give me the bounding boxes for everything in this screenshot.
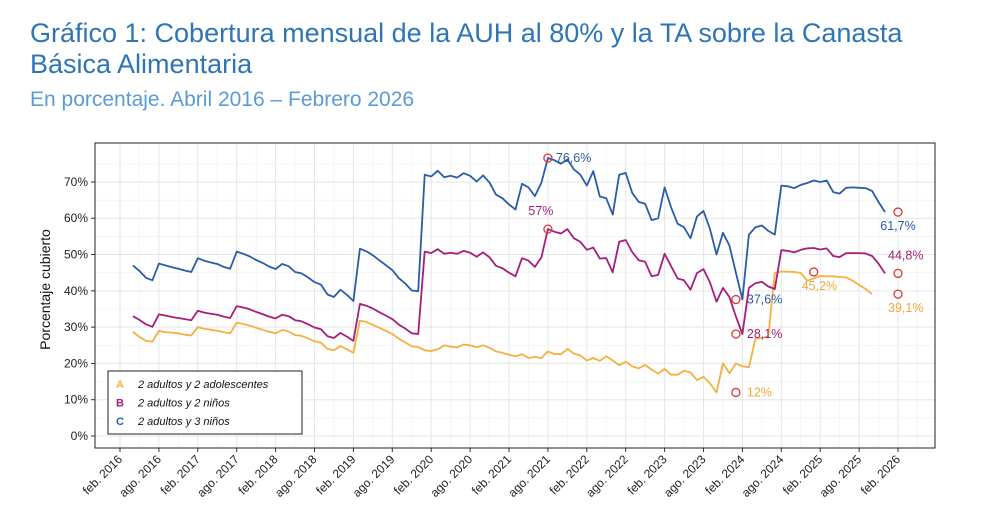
y-axis-label: Porcentaje cubierto	[37, 229, 53, 350]
annotation-marker	[893, 289, 903, 299]
annotation-marker	[731, 329, 741, 339]
y-tick-label: 60%	[64, 211, 88, 225]
series-line-A	[132, 270, 873, 394]
x-tick-label: ago. 2024	[739, 452, 787, 500]
y-tick-label: 0%	[71, 429, 89, 443]
legend-box	[107, 370, 303, 435]
annotation-marker	[543, 153, 553, 163]
plot-border	[94, 142, 936, 449]
legend-key-A: A	[116, 379, 124, 391]
annotations: 76,6% 57% 37,6% 28,1% 12% 45,2% 61,7% 44,8% 39,1…	[528, 151, 923, 399]
annotation-label: 76,6%	[556, 151, 591, 165]
x-tick-label: ago. 2022	[583, 452, 631, 500]
y-tick-label: 40%	[64, 284, 88, 298]
legend-label-A: 2 adultos y 2 adolescentes	[137, 379, 269, 391]
x-tick-label: ago. 2016	[116, 452, 164, 500]
x-tick-label: ago. 2025	[817, 452, 865, 500]
x-tick-label: ago. 2019	[350, 452, 398, 500]
annotation-label: 57%	[528, 204, 553, 218]
annotation-marker	[893, 268, 903, 279]
y-tick-label: 50%	[64, 248, 88, 262]
annotation-marker	[543, 224, 553, 234]
annotation-marker	[893, 207, 903, 217]
series-lines	[132, 157, 886, 394]
annotation-label: 37,6%	[747, 293, 782, 307]
annotation-marker	[731, 294, 741, 305]
annotation-label: 28,1%	[747, 327, 782, 341]
chart-subtitle: En porcentaje. Abril 2016 – Febrero 2026	[30, 88, 415, 111]
y-tick-label: 10%	[64, 393, 88, 407]
x-tick-label: ago. 2018	[272, 452, 320, 500]
annotation-label: 12%	[747, 385, 772, 399]
annotation-label: 44,8%	[888, 248, 923, 262]
annotation-marker	[809, 267, 819, 277]
annotation-label: 45,2%	[802, 279, 837, 293]
x-tick-label: ago. 2017	[194, 452, 242, 500]
legend-key-C: C	[116, 416, 124, 428]
x-tick-label: ago. 2021	[505, 452, 553, 500]
x-tick-label: ago. 2023	[661, 452, 709, 500]
x-tick-label: feb. 2026	[858, 452, 904, 498]
legend: A 2 adultos y 2 adolescentes B 2 adultos y …	[107, 370, 303, 435]
y-tick-label: 20%	[64, 356, 88, 370]
legend-key-B: B	[116, 398, 124, 410]
y-tick-label: 30%	[64, 320, 88, 334]
x-tick-label: ago. 2020	[428, 452, 476, 500]
annotation-label: 39,1%	[888, 301, 923, 315]
chart-title: Gráfico 1: Cobertura mensual de la AUH a…	[30, 18, 903, 79]
annotation-label: 61,7%	[880, 219, 915, 233]
y-tick-label: 70%	[64, 175, 88, 189]
legend-label-B: 2 adultos y 2 niños	[137, 398, 230, 410]
annotation-marker	[731, 387, 741, 398]
series-line-C	[132, 157, 886, 302]
series-line-B	[132, 228, 886, 342]
legend-label-C: 2 adultos y 3 niños	[137, 416, 230, 428]
